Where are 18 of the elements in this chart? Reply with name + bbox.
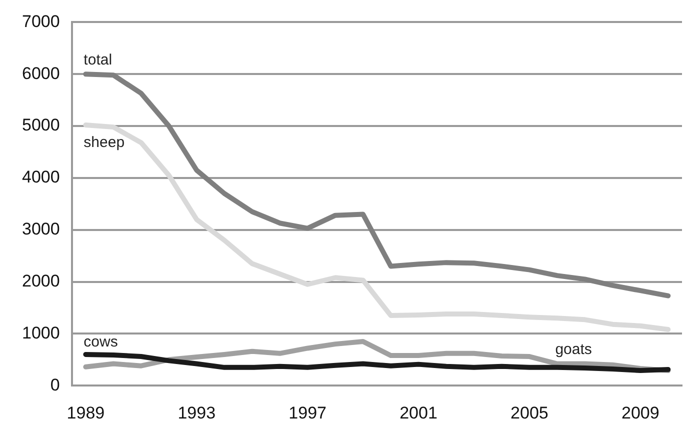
y-tick-label: 2000 [22, 271, 60, 290]
x-tick-label: 1997 [288, 403, 326, 422]
y-tick-label: 7000 [22, 12, 60, 31]
y-tick-label: 0 [50, 375, 60, 394]
series-label: cows [84, 334, 118, 351]
y-tick-label: 3000 [22, 220, 60, 239]
series-label: sheep [84, 134, 125, 152]
y-tick-label: 5000 [22, 116, 60, 135]
x-tick-label: 2009 [621, 403, 660, 422]
x-tick-label: 2001 [400, 403, 438, 422]
y-tick-label: 1000 [22, 323, 60, 342]
x-tick-label: 1993 [178, 403, 216, 422]
y-tick-label: 4000 [22, 168, 60, 187]
series-label: total [84, 51, 112, 68]
x-tick-label: 1989 [66, 403, 105, 422]
y-tick-label: 6000 [22, 64, 60, 83]
series-label: goats [555, 340, 592, 358]
x-tick-label: 2005 [510, 403, 548, 422]
